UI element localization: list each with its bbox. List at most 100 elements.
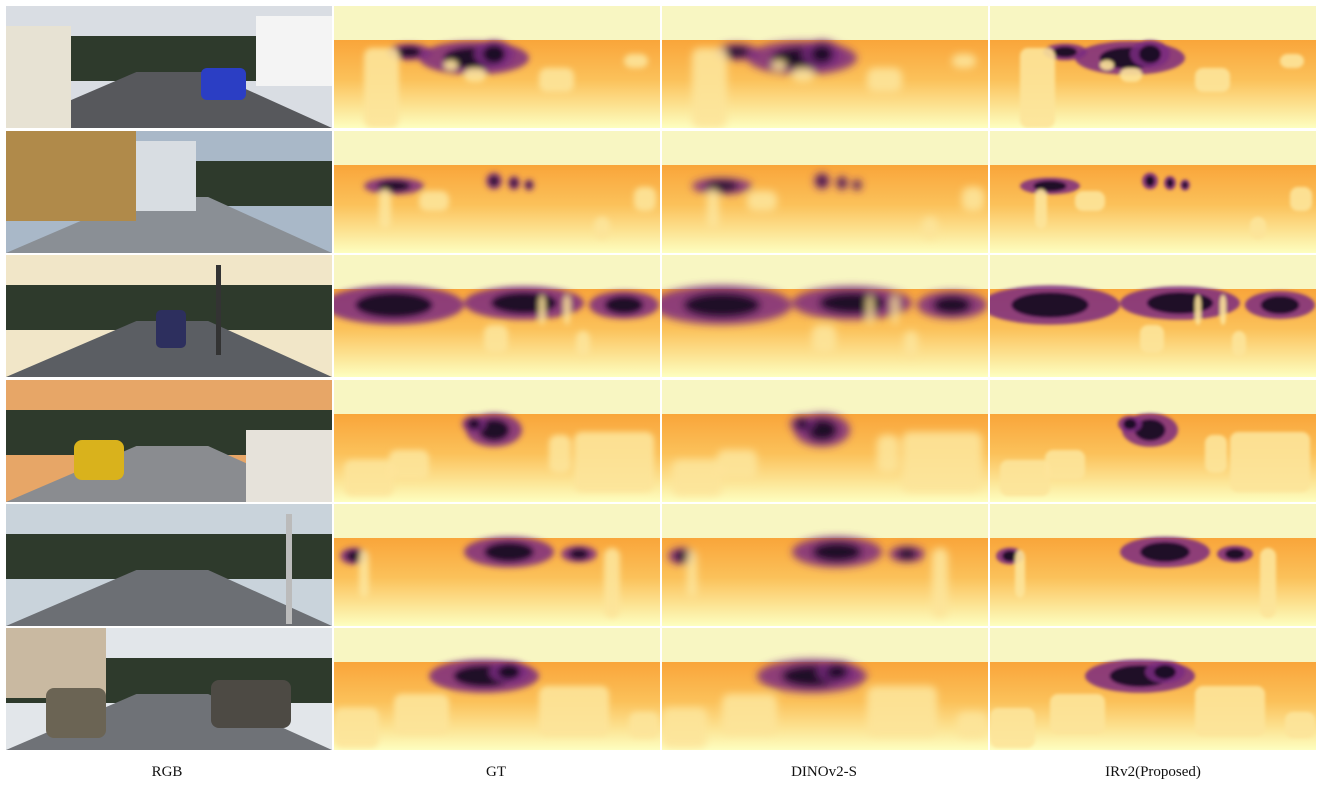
sky-band xyxy=(334,255,660,289)
depth-map xyxy=(662,380,988,502)
near-object xyxy=(1220,295,1226,325)
near-object xyxy=(962,187,984,211)
depth-map xyxy=(334,255,660,377)
sky-band xyxy=(662,504,988,538)
near-object xyxy=(594,217,610,239)
cell-rgb-row-2 xyxy=(6,131,332,253)
car xyxy=(156,310,186,348)
near-object xyxy=(624,54,648,68)
sky-band xyxy=(334,380,660,414)
farthest-region xyxy=(1225,548,1245,560)
farthest-region xyxy=(498,664,520,680)
near-object xyxy=(379,189,391,229)
cell-irv2-row-4 xyxy=(990,380,1316,502)
cell-dino-row-5 xyxy=(662,504,988,626)
column-label-rgb: RGB xyxy=(151,764,183,780)
farthest-region xyxy=(812,542,862,562)
depth-map xyxy=(334,131,660,253)
road xyxy=(6,197,332,253)
near-object xyxy=(484,325,508,353)
near-object xyxy=(634,187,656,211)
depth-map xyxy=(662,628,988,750)
column-label-dinov2: DINOv2-S xyxy=(791,764,857,780)
farthest-region xyxy=(854,181,860,189)
near-object xyxy=(604,548,620,618)
farthest-region xyxy=(819,292,885,314)
near-object xyxy=(867,68,902,92)
depth-map xyxy=(334,380,660,502)
near-object xyxy=(364,48,399,128)
near-object xyxy=(1000,460,1050,496)
farthest-region xyxy=(346,550,362,562)
near-object xyxy=(692,48,727,128)
road xyxy=(6,321,332,377)
near-object xyxy=(747,191,777,211)
sky-band xyxy=(990,380,1316,414)
farthest-region xyxy=(1147,292,1213,314)
farthest-region xyxy=(1182,181,1188,189)
column-label-irv2: IRv2(Proposed) xyxy=(1105,764,1201,780)
near-object xyxy=(722,694,777,734)
farthest-region xyxy=(478,419,510,441)
near-object xyxy=(1195,295,1201,325)
cell-gt-row-2 xyxy=(334,131,660,253)
near-object xyxy=(1075,191,1105,211)
near-object xyxy=(359,550,369,598)
sky-band xyxy=(334,6,660,40)
near-object xyxy=(419,191,449,211)
farthest-region xyxy=(526,181,532,189)
near-object xyxy=(444,60,458,70)
near-object xyxy=(812,325,836,353)
glass-facade xyxy=(136,141,196,211)
farthest-region xyxy=(811,45,833,63)
farthest-region xyxy=(826,664,848,680)
farthest-region xyxy=(683,292,761,318)
cell-irv2-row-6 xyxy=(990,628,1316,750)
near-object xyxy=(792,68,814,82)
road xyxy=(6,570,332,626)
near-object xyxy=(576,331,590,357)
near-object xyxy=(539,295,545,325)
near-object xyxy=(1120,68,1142,82)
sky-band xyxy=(990,504,1316,538)
cell-rgb-row-5 xyxy=(6,504,332,626)
near-object xyxy=(549,435,571,473)
near-object xyxy=(1020,48,1055,128)
near-object xyxy=(1260,548,1276,618)
near-object xyxy=(539,68,574,92)
near-object xyxy=(464,68,486,82)
near-object xyxy=(662,708,707,748)
near-object xyxy=(389,450,429,480)
depth-map xyxy=(990,628,1316,750)
cell-gt-row-1 xyxy=(334,6,660,128)
sky-band xyxy=(662,6,988,40)
sky-band xyxy=(334,131,660,165)
gate xyxy=(246,430,332,502)
blue-car xyxy=(201,68,246,100)
farthest-region xyxy=(674,550,690,562)
near-object xyxy=(904,331,918,357)
cell-rgb-row-6 xyxy=(6,628,332,750)
building xyxy=(6,628,106,698)
farthest-region xyxy=(806,419,838,441)
cell-gt-row-4 xyxy=(334,380,660,502)
cell-dino-row-4 xyxy=(662,380,988,502)
near-object xyxy=(539,686,609,736)
farthest-region xyxy=(489,175,499,187)
cell-gt-row-6 xyxy=(334,628,660,750)
near-object xyxy=(867,295,873,325)
farthest-region xyxy=(491,292,557,314)
sky-band xyxy=(662,628,988,662)
near-object xyxy=(344,460,394,496)
farthest-region xyxy=(1134,419,1166,441)
near-object xyxy=(922,217,938,239)
farthest-region xyxy=(569,548,589,560)
farthest-region xyxy=(1052,46,1078,58)
rgb-image xyxy=(6,628,332,750)
cell-gt-row-3 xyxy=(334,255,660,377)
sky-band xyxy=(334,504,660,538)
near-object xyxy=(687,550,697,598)
near-object xyxy=(1232,331,1246,357)
rgb-image xyxy=(6,504,332,626)
